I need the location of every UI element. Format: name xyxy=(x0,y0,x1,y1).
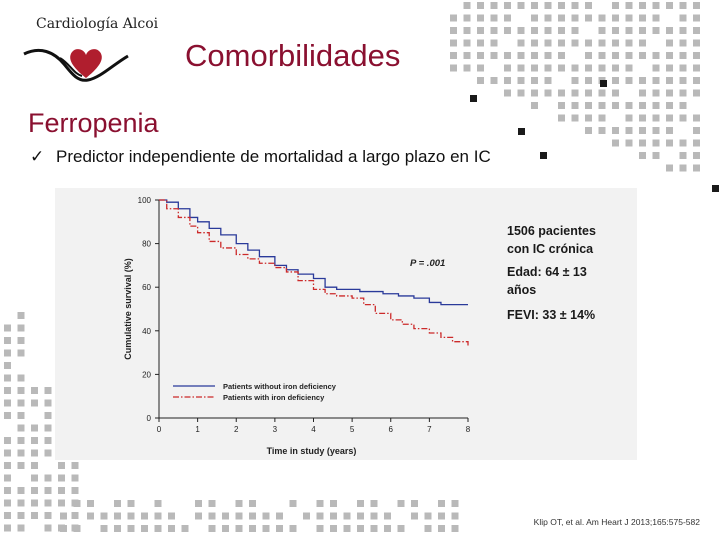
survival-chart: 0 20 40 60 80 100 0 1 2 3 4 5 6 7 8 Time in study (year… xyxy=(123,196,471,456)
note-lvef: FEVI: 33 ± 14% xyxy=(507,308,596,322)
y-tick-label: 60 xyxy=(142,283,151,292)
survival-figure: 0 20 40 60 80 100 0 1 2 3 4 5 6 7 8 Time in study (year… xyxy=(55,188,637,460)
x-tick-label: 4 xyxy=(311,425,316,434)
y-tick-label: 40 xyxy=(142,327,151,336)
note-age: Edad: 64 ± 13 xyxy=(507,265,587,279)
checkmark-icon: ✓ xyxy=(30,147,45,166)
x-tick-label: 8 xyxy=(466,425,471,434)
y-tick-label: 80 xyxy=(142,240,151,249)
y-tick-label: 20 xyxy=(142,370,151,379)
bullet-item: ✓ Predictor independiente de mortalidad a… xyxy=(30,147,491,167)
note-patients: 1506 pacientes xyxy=(507,224,596,238)
series-line-with-iron-deficiency xyxy=(159,199,469,347)
x-tick-label: 3 xyxy=(273,425,278,434)
x-tick-label: 5 xyxy=(350,425,355,434)
cardiologia-alcoi-logo: Cardiología Alcoi xyxy=(18,16,158,86)
slide-title: Comorbilidades xyxy=(185,38,401,73)
series-line-without-iron-deficiency xyxy=(159,199,468,306)
heart-logo-icon xyxy=(23,48,129,82)
p-value-annotation: P = .001 xyxy=(410,258,445,269)
y-tick-label: 0 xyxy=(147,414,152,423)
x-tick-label: 7 xyxy=(427,425,432,434)
note-age-unit: años xyxy=(507,283,537,297)
bullet-text: Predictor independiente de mortalidad a … xyxy=(56,147,491,166)
figure-notes: 1506 pacientes con IC crónica Edad: 64 ±… xyxy=(507,222,596,324)
y-axis-label: Cumulative survival (%) xyxy=(123,258,133,360)
y-tick-label: 100 xyxy=(138,196,152,205)
section-heading: Ferropenia xyxy=(28,108,159,138)
legend-entry: Patients with iron deficiency xyxy=(223,393,325,402)
x-tick-label: 1 xyxy=(195,425,200,434)
x-tick-label: 2 xyxy=(234,425,239,434)
citation: Klip OT, et al. Am Heart J 2013;165:575-… xyxy=(533,517,700,527)
logo-text: Cardiología Alcoi xyxy=(36,16,159,32)
note-condition: con IC crónica xyxy=(507,242,594,256)
x-axis-label: Time in study (years) xyxy=(267,446,357,456)
x-tick-label: 0 xyxy=(157,425,162,434)
legend-entry: Patients without iron deficiency xyxy=(223,382,337,391)
x-tick-label: 6 xyxy=(389,425,394,434)
